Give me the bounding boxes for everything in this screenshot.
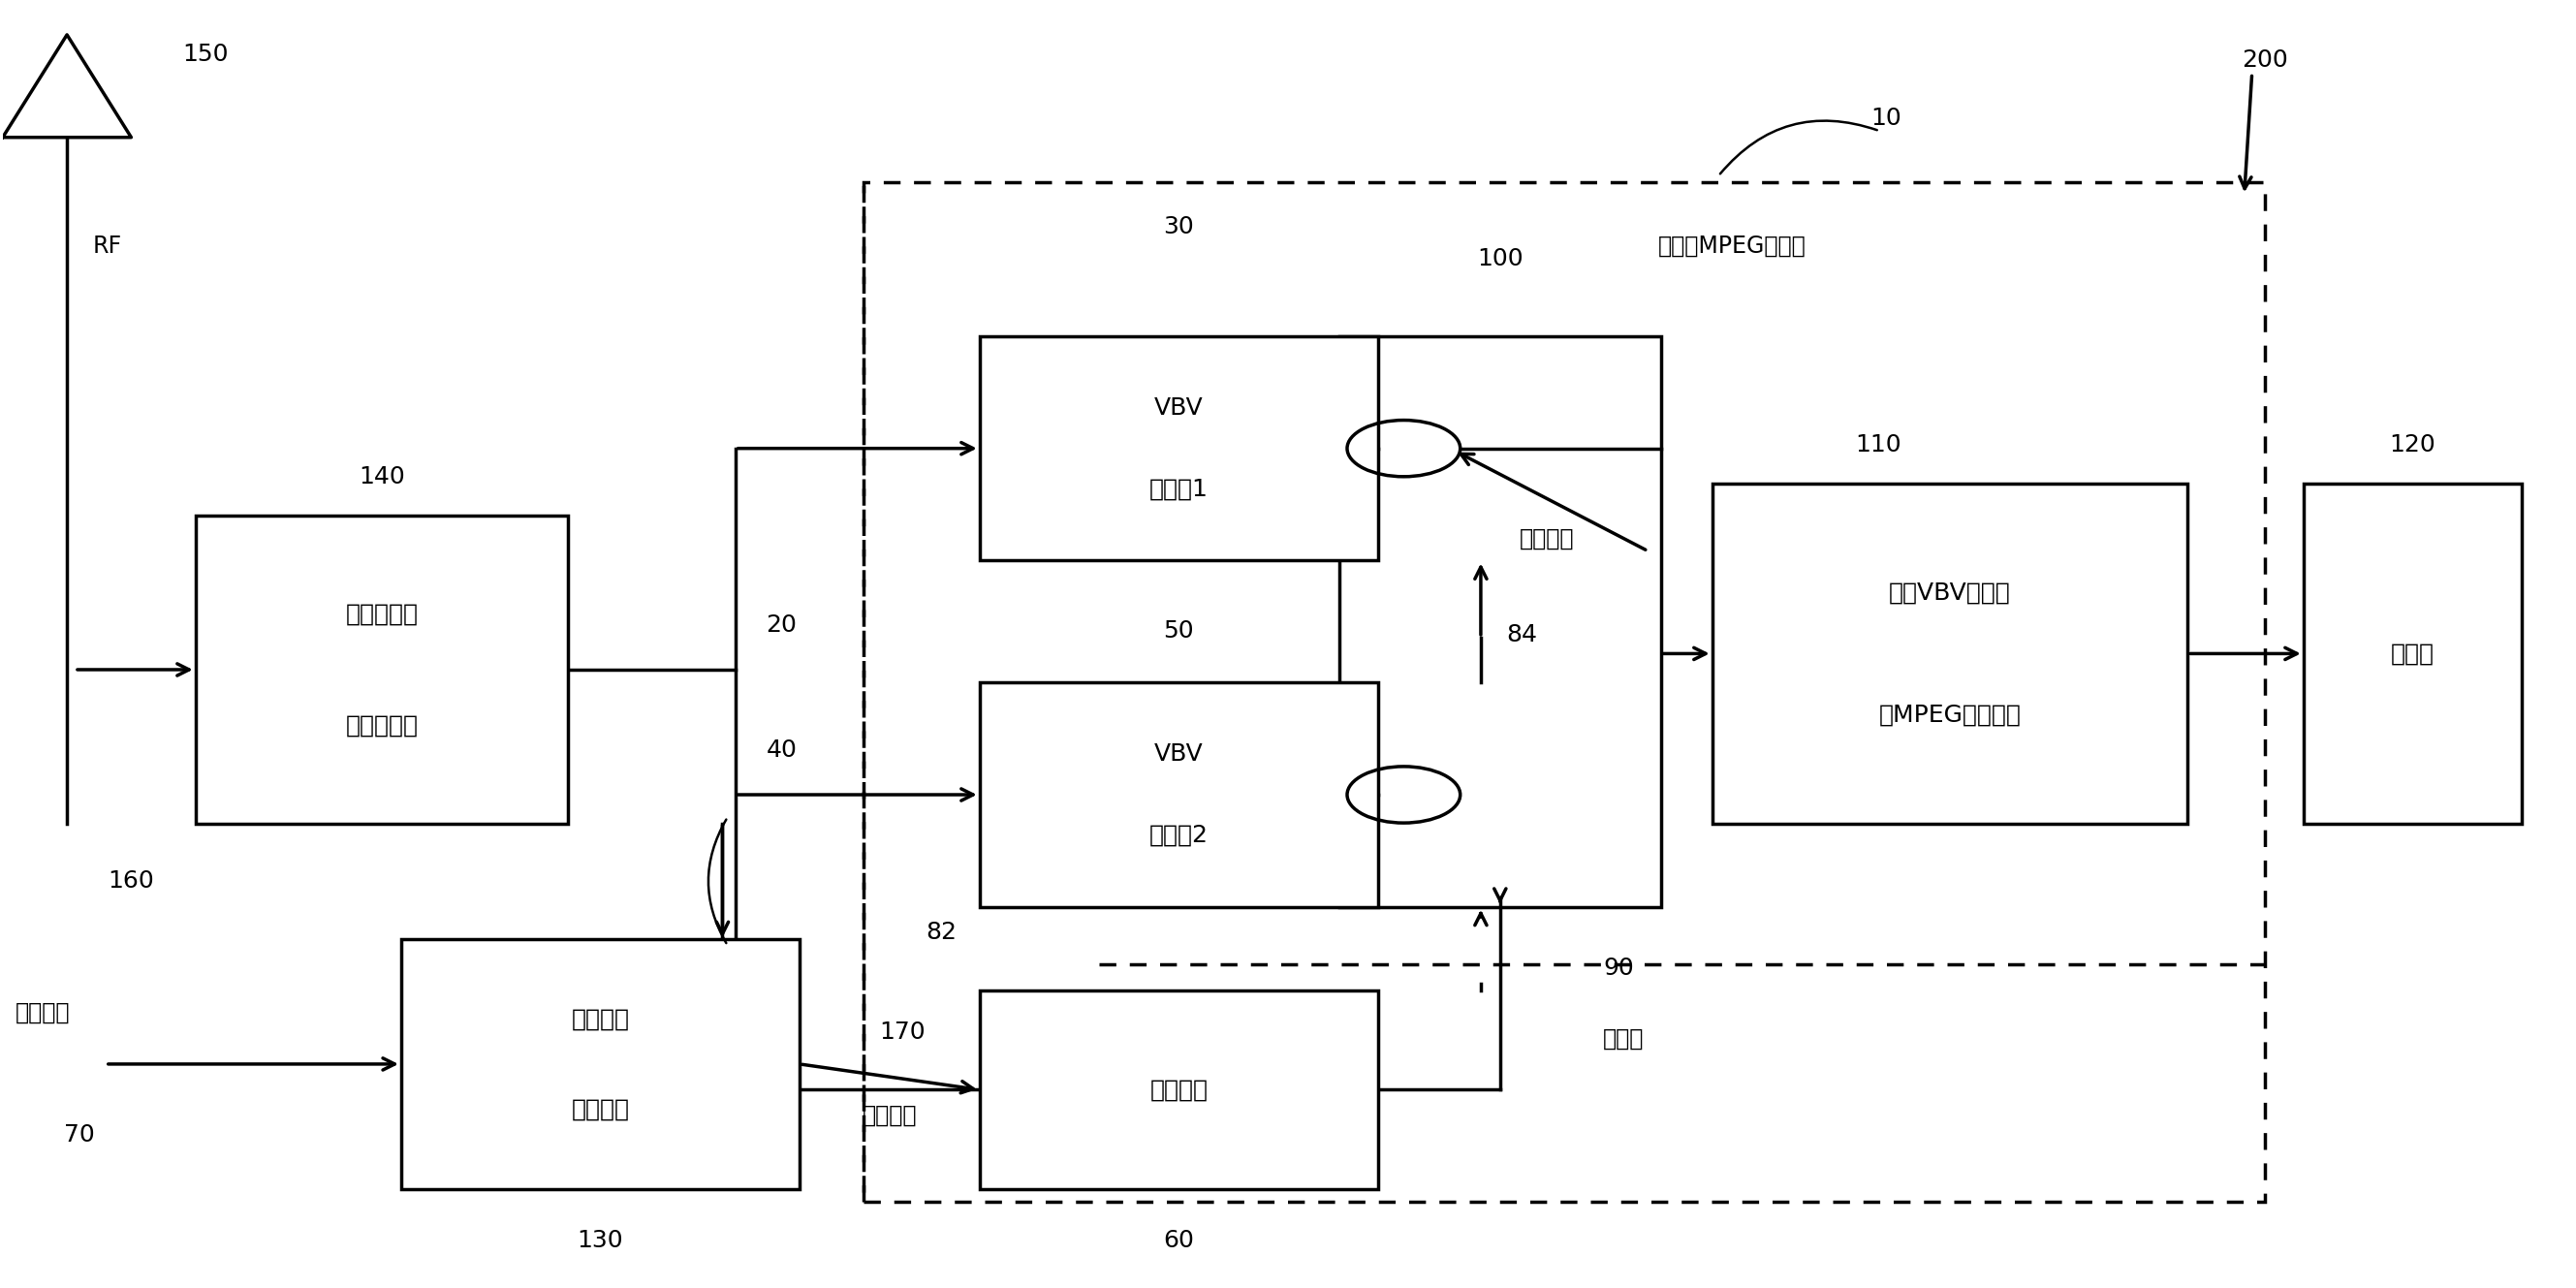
Text: 84: 84 [1507,623,1538,647]
FancyBboxPatch shape [1340,336,1662,907]
Text: 200: 200 [2241,49,2287,72]
Text: 没有VBV缓存器: 没有VBV缓存器 [1888,581,2012,604]
Text: 90: 90 [1602,956,1633,979]
FancyBboxPatch shape [2303,484,2522,823]
Text: 转换控制: 转换控制 [1149,1078,1208,1101]
FancyBboxPatch shape [979,683,1378,907]
FancyBboxPatch shape [1713,484,2187,823]
FancyBboxPatch shape [979,990,1378,1189]
Text: 调谐器和去: 调谐器和去 [345,603,417,626]
Text: 50: 50 [1164,620,1195,643]
FancyBboxPatch shape [196,515,569,823]
Text: 双缓冲MPEG译码器: 双缓冲MPEG译码器 [1659,234,1806,258]
Text: 用户控制: 用户控制 [15,1001,70,1024]
Text: 下一个节: 下一个节 [572,1007,629,1030]
Text: 20: 20 [765,613,796,636]
Text: 显示器: 显示器 [2391,641,2434,665]
Text: 流选择: 流选择 [1602,1027,1643,1050]
Text: 目预测器: 目预测器 [572,1097,629,1121]
Text: 130: 130 [577,1229,623,1252]
Text: 170: 170 [878,1020,925,1043]
Text: 150: 150 [183,43,229,66]
Text: 缓存器2: 缓存器2 [1149,823,1208,846]
Text: 60: 60 [1164,1229,1195,1252]
Text: VBV: VBV [1154,397,1203,420]
Text: 110: 110 [1855,434,1901,457]
Text: VBV: VBV [1154,743,1203,766]
Text: 多路复用器: 多路复用器 [345,714,417,737]
Text: 10: 10 [1870,107,1901,130]
Text: 缓存器1: 缓存器1 [1149,477,1208,501]
FancyBboxPatch shape [402,939,799,1189]
Text: 120: 120 [2391,434,2437,457]
Text: 160: 160 [108,869,155,893]
Text: RF: RF [93,234,121,258]
Text: 100: 100 [1476,247,1522,270]
FancyBboxPatch shape [979,336,1378,560]
Text: 40: 40 [765,738,796,761]
Text: 转换命令: 转换命令 [863,1104,917,1127]
Text: 140: 140 [358,466,404,489]
Text: 缓存控制: 缓存控制 [1520,527,1574,550]
Text: 70: 70 [64,1123,95,1146]
Text: 30: 30 [1164,215,1195,238]
Text: 82: 82 [925,921,956,944]
Text: 的MPEG译码处理: 的MPEG译码处理 [1878,703,2022,726]
